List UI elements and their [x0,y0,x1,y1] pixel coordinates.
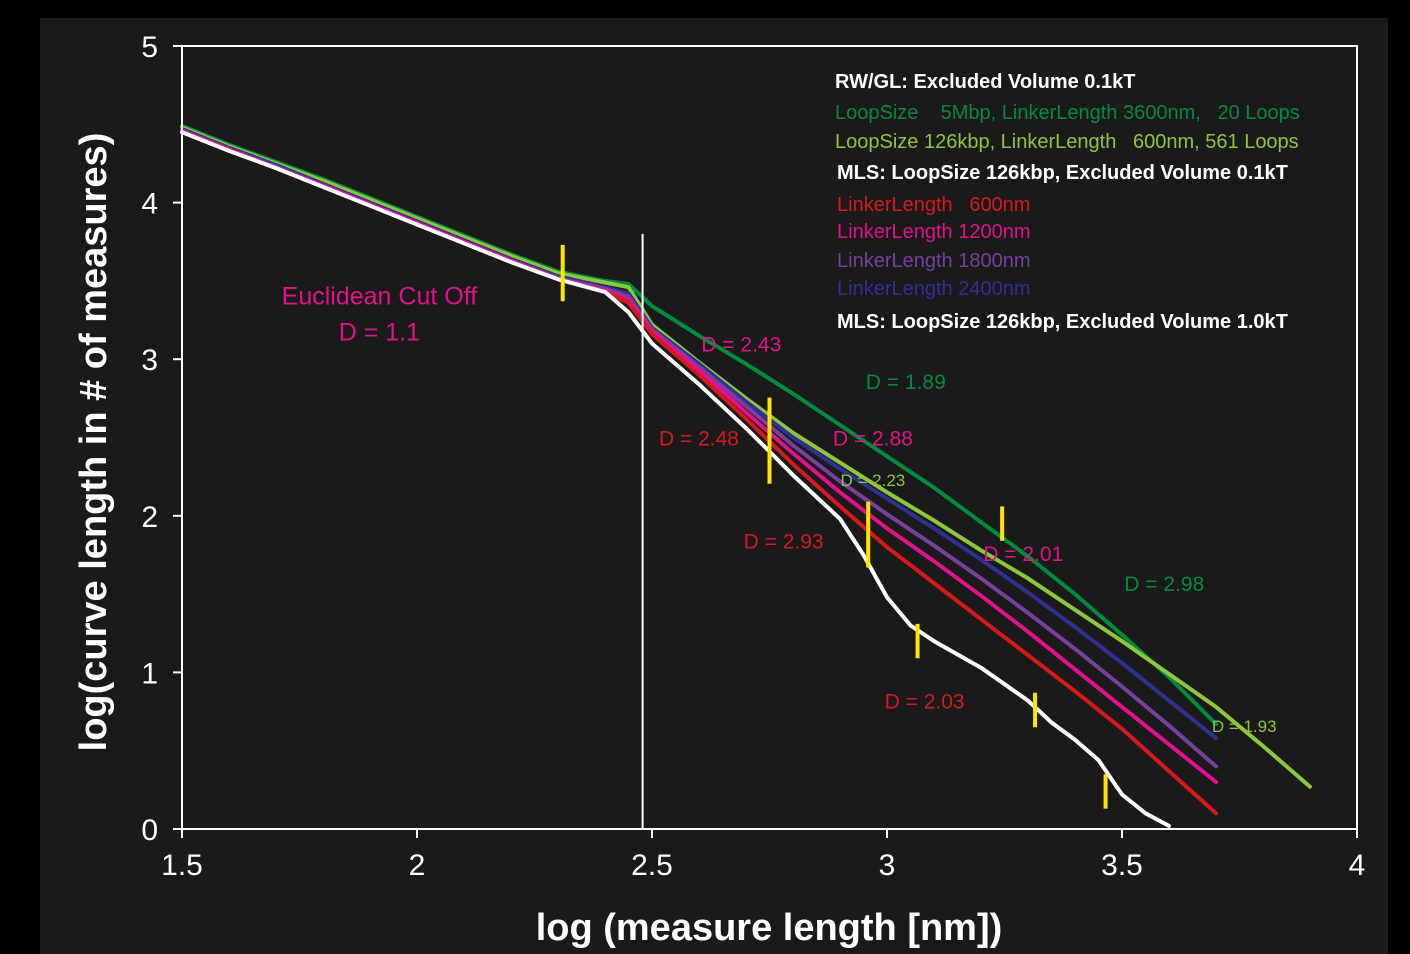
x-tick-label: 1.5 [161,849,203,882]
chart-frame: 1.5 2 2.5 3 3.5 4 0 1 2 3 4 5 log (measure length [… [40,18,1388,954]
annotation-5: D = 2.48 [659,427,739,450]
legend-item-2400nm: LinkerLength 2400nm [837,278,1030,300]
annotation-4: D = 1.89 [866,371,946,394]
x-tick-label: 2 [409,849,426,882]
x-tick-label: 4 [1349,849,1366,882]
annotation-6: D = 2.88 [833,427,913,450]
axis-layer: 1.5 2 2.5 3 3.5 4 0 1 2 3 4 5 [141,31,1365,882]
legend-group-title-mls-01: MLS: LoopSize 126kbp, Excluded Volume 0.… [837,162,1288,184]
marker-layer [560,244,1108,809]
legend: RW/GL: Excluded Volume 0.1kT LoopSize 5M… [835,71,1300,333]
y-tick-label: 3 [141,344,158,377]
y-tick-label: 1 [141,657,158,690]
legend-item-126kbp-rwgl: LoopSize 126kbp, LinkerLength 600nm, 561… [835,131,1299,153]
x-axis-title: log (measure length [nm]) [536,907,1003,949]
legend-group-title-mls-10: MLS: LoopSize 126kbp, Excluded Volume 1.… [837,311,1288,333]
annotation-10: D = 2.98 [1124,573,1204,596]
series-line-1 [180,123,1218,727]
x-tick-label: 3.5 [1101,849,1143,882]
y-tick-label: 4 [141,188,158,221]
annotation-2: D = 1.1 [339,318,420,346]
legend-group-title-rwgl: RW/GL: Excluded Volume 0.1kT [835,71,1135,93]
plot-area-border [181,45,1358,830]
annotation-11: D = 2.03 [885,690,965,713]
fractal-dimension-chart: 1.5 2 2.5 3 3.5 4 0 1 2 3 4 5 log (measure length [… [73,31,1365,949]
legend-item-1200nm: LinkerLength 1200nm [837,221,1030,243]
y-tick-label: 0 [141,814,158,847]
series-line-5 [180,128,1218,784]
series-layer [180,123,1312,829]
series-line-6 [180,130,1218,816]
y-tick-label: 5 [141,31,158,64]
annotation-3: D = 2.43 [701,333,781,356]
legend-item-5mbp: LoopSize 5Mbp, LinkerLength 3600nm, 20 L… [835,102,1300,124]
annotation-7: D = 2.23 [841,471,906,490]
annotation-layer: Euclidean Cut Off D = 1.1 D = 2.43 D = 1.89… [282,282,1277,736]
y-tick-label: 2 [141,501,158,534]
legend-item-600nm: LinkerLength 600nm [837,194,1030,216]
annotation-9: D = 2.01 [983,543,1063,566]
x-tick-label: 2.5 [631,849,673,882]
series-line-2 [180,125,1312,789]
annotation-12: D = 1.93 [1212,717,1277,736]
legend-item-1800nm: LinkerLength 1800nm [837,250,1030,272]
annotation-1: Euclidean Cut Off [282,282,478,310]
annotation-8: D = 2.93 [744,531,824,554]
y-axis-title: log(curve length in # of measures) [73,133,115,752]
x-tick-label: 3 [879,849,896,882]
